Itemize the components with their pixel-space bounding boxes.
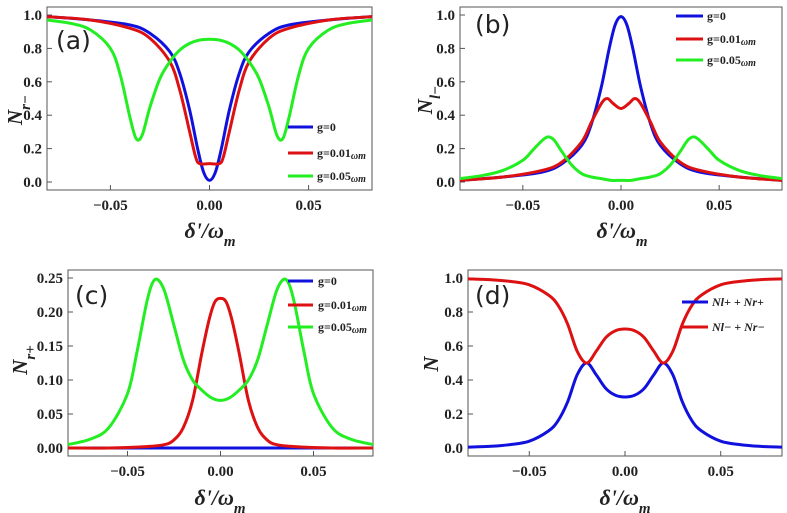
y-tick-label-c: 0.20 [37,305,63,321]
legend-label-g0: g=0 [707,9,726,23]
y-tick-label-d: 0.2 [444,407,463,423]
curves-c [67,277,374,450]
y-tick-label-d: 1.0 [444,271,463,287]
x-tick-label-c: −0.05 [110,464,145,480]
ticks-d: −0.05 0.00 0.05 0.0 0.2 0.4 0.6 0.8 1.0 [444,271,734,480]
x-tick-label-b: 0.00 [608,198,634,214]
y-tick-label-b: 0.0 [436,175,455,191]
legend-d: Nl+ + Nr+ Nl− + Nr− [682,295,765,334]
legend-label-g0: g=0 [317,120,336,134]
curves-b [459,15,783,182]
legend-c: g=0 g=0.01ωm g=0.05ωm [288,274,367,336]
series-line-c-1 [67,296,374,450]
legend-a: g=0 g=0.01ωm g=0.05ωm [288,120,366,185]
panel-d: −0.05 0.00 0.05 0.0 0.2 0.4 0.6 0.8 1.0 (d) N δ'… [419,269,783,513]
legend-label-g005: g=0.05ωm [317,169,366,185]
legend-label-g0: g=0 [318,274,337,288]
legend-label-g001: g=0.01ωm [318,298,367,314]
y-tick-label-a: 1.0 [23,8,42,24]
series-line-a-2 [46,18,373,142]
y-tick-label-d: 0.0 [444,441,463,457]
x-tick-label-a: −0.05 [93,198,128,214]
legend-label-sum-minus: Nl− + Nr− [711,320,765,334]
x-tick-label-a: 0.00 [196,198,222,214]
x-tick-label-a: 0.05 [295,198,321,214]
series-line-d-0 [467,361,783,449]
x-tick-label-b: 0.05 [706,198,732,214]
ticks-c: −0.05 0.00 0.05 0.00 0.05 0.10 0.15 0.20 0.25 [37,271,327,480]
x-tick-label-c: 0.00 [207,464,233,480]
y-tick-label-a: 0.4 [23,108,42,124]
y-tick-label-d: 0.4 [444,373,463,389]
y-axis-label-d: N [419,356,443,373]
x-axis-label-a: δ'/ωm [184,218,235,250]
series-line-b-1 [459,97,783,182]
x-tick-label-c: 0.05 [300,464,326,480]
series-line-b-2 [459,135,783,182]
ticks-a: −0.05 0.00 0.05 0.0 0.2 0.4 0.6 0.8 1.0 [23,8,321,214]
legend-label-g005: g=0.05ωm [318,320,367,336]
x-tick-label-d: 0.00 [612,464,638,480]
x-tick-label-d: 0.05 [708,464,734,480]
x-axis-label-d: δ'/ωm [599,485,650,513]
panel-label-c: (c) [75,281,108,310]
y-tick-label-b: 1.0 [436,8,455,24]
y-tick-label-a: 0.0 [23,175,42,191]
ticks-b: −0.05 0.00 0.05 0.0 0.2 0.4 0.6 0.8 1.0 [436,8,732,214]
panel-label-a: (a) [56,26,91,55]
panel-a: −0.05 0.00 0.050.00.20.40.60.81.0 (a) Nr− … [3,6,373,250]
y-tick-label-d: 0.8 [444,305,463,321]
series-line-a-0 [46,15,373,182]
legend-label-g005: g=0.05ωm [707,53,756,69]
panel-c: −0.05 0.00 0.05 0.00 0.05 0.10 0.15 0.20 0.25 (c… [8,269,374,513]
y-tick-label-b: 0.6 [436,75,455,91]
x-axis-label-c: δ'/ωm [194,485,245,513]
curves-d [467,277,783,449]
series-line-a-1 [46,15,373,166]
panel-label-b: (b) [475,10,510,39]
series-line-c-2 [67,277,374,447]
y-tick-label-b: 0.4 [436,108,455,124]
y-tick-label-a: 0.2 [23,142,42,158]
y-tick-label-b: 0.2 [436,142,455,158]
y-tick-label-a: 0.6 [23,75,42,91]
x-tick-label-b: −0.05 [505,198,540,214]
series-line-d-1 [467,277,783,365]
legend-label-sum-plus: Nl+ + Nr+ [711,295,764,309]
y-tick-label-d: 0.6 [444,339,463,355]
legend-b: g=0 g=0.01ωm g=0.05ωm [676,9,756,69]
legend-label-g001: g=0.01ωm [707,32,756,48]
y-tick-label-c: 0.00 [37,441,63,457]
y-tick-label-b: 0.8 [436,41,455,57]
curves-a [46,15,373,182]
x-axis-label-b: δ'/ωm [596,218,647,250]
y-tick-label-a: 0.8 [23,41,42,57]
legend-label-g001: g=0.01ωm [317,146,366,162]
panel-label-d: (d) [475,281,510,310]
x-tick-label-d: −0.05 [512,464,547,480]
y-tick-label-c: 0.05 [37,407,63,423]
y-tick-label-c: 0.10 [37,373,63,389]
panel-b: −0.05 0.00 0.050.00.20.40.60.81.0 (b) Nl− … [413,6,783,250]
y-tick-label-c: 0.25 [37,271,63,287]
y-tick-label-c: 0.15 [37,339,63,355]
y-axis-label-c: Nr+ [8,345,39,376]
